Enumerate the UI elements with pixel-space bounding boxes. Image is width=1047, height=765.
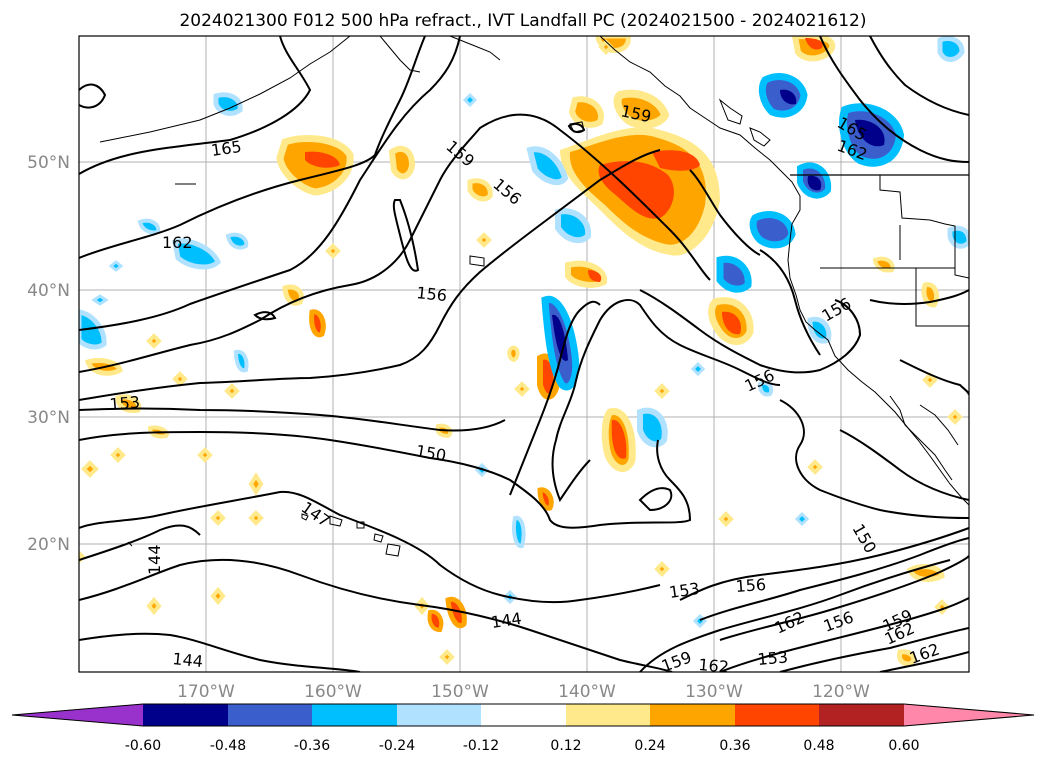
map-panel: 165 162 159 156 156 156 156 153 150 147 … (78, 35, 970, 677)
colorbar-tick: 0.24 (634, 738, 665, 754)
lat-tick: 20°N (27, 535, 70, 555)
contour-label: 153 (757, 647, 789, 669)
lon-tick: 140°W (558, 682, 616, 702)
colorbar-tick-labels: -0.60 -0.48 -0.36 -0.24 -0.12 0.12 0.24 … (125, 738, 920, 754)
colorbar-tick: 0.48 (803, 738, 834, 754)
colorbar-extend-low (12, 704, 143, 726)
colorbar-segment (312, 704, 397, 726)
lon-tick: 120°W (812, 682, 870, 702)
colorbar-segments (11, 703, 1035, 727)
lat-tick: 40°N (27, 281, 70, 301)
lat-tick: 30°N (27, 408, 70, 428)
lon-tick: 170°W (177, 682, 235, 702)
colorbar-segment (397, 704, 481, 726)
contour-label: 144 (172, 649, 204, 671)
contour-label: 162 (698, 655, 730, 677)
colorbar-tick: -0.48 (210, 738, 246, 754)
lat-tick: 50°N (27, 153, 70, 173)
colorbar-segment (228, 704, 312, 726)
map-title: 2024021300 F012 500 hPa refract., IVT La… (179, 11, 866, 31)
colorbar-tick: -0.60 (125, 738, 161, 754)
lon-tick: 130°W (685, 682, 743, 702)
colorbar-tick: 0.60 (888, 738, 919, 754)
contour-label: 144 (145, 544, 164, 575)
colorbar-segment (143, 704, 228, 726)
colorbar-tick: -0.36 (294, 738, 330, 754)
refractivity-contours (79, 36, 969, 672)
colorbar-segment (819, 704, 904, 726)
colorbar-segment (566, 704, 650, 726)
colorbar-tick: -0.24 (379, 738, 415, 754)
contour-label: 153 (668, 579, 701, 602)
colorbar: -0.60 -0.48 -0.36 -0.24 -0.12 0.12 0.24 … (11, 703, 1035, 754)
colorbar-extend-high (904, 704, 1034, 726)
colorbar-segment (650, 704, 735, 726)
lon-tick: 150°W (431, 682, 489, 702)
map-background (79, 36, 969, 672)
contour-label: 165 (210, 137, 243, 160)
lon-tick: 160°W (304, 682, 362, 702)
contour-label: 156 (416, 283, 448, 305)
colorbar-tick: -0.12 (463, 738, 499, 754)
colorbar-segment (735, 704, 819, 726)
contour-label: 162 (162, 233, 193, 252)
colorbar-tick: 0.36 (719, 738, 750, 754)
colorbar-outline (11, 703, 1035, 727)
contour-label: 156 (735, 575, 767, 596)
colorbar-segment (481, 704, 566, 726)
contour-label: 153 (109, 392, 141, 414)
map-frame (78, 35, 970, 673)
lat-tick-labels: 50°N 40°N 30°N 20°N (27, 153, 70, 555)
lon-tick-labels: 170°W 160°W 150°W 140°W 130°W 120°W (177, 682, 870, 702)
colorbar-tick: 0.12 (550, 738, 581, 754)
contour-label: 144 (490, 609, 523, 632)
